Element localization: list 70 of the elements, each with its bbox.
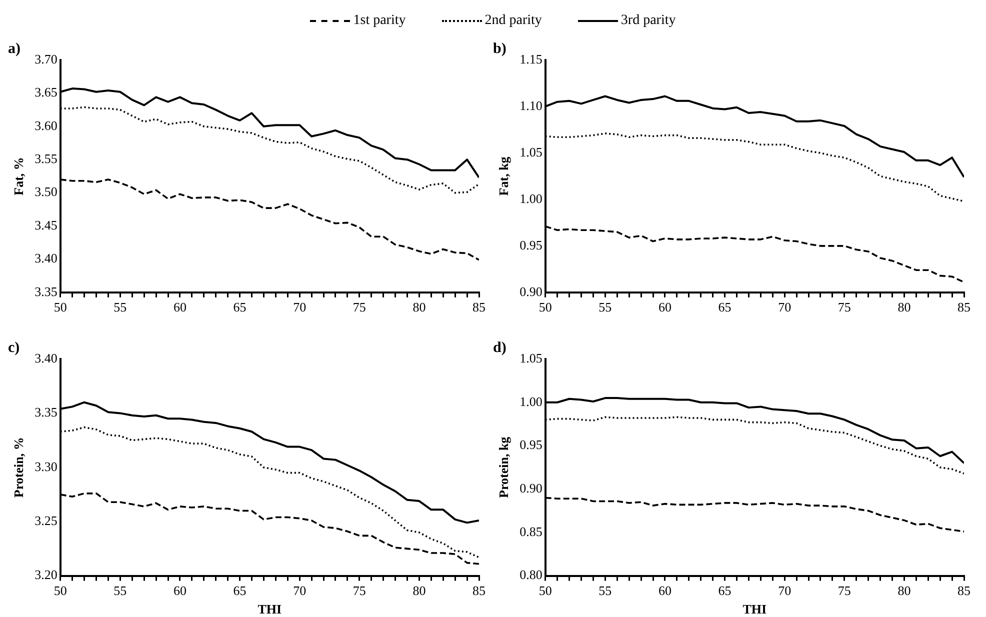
y-tick-label: 3.35 (34, 284, 58, 299)
x-tick-label: 55 (114, 300, 127, 315)
x-tick-label: 85 (958, 300, 970, 315)
y-tick-label: 3.35 (34, 404, 58, 420)
chart-title: a) (8, 40, 20, 57)
x-tick-label: 65 (233, 583, 246, 598)
legend-label: 1st parity (353, 13, 406, 29)
legend-label: 3rd parity (620, 13, 676, 29)
y-axis-title: Protein, % (11, 437, 26, 498)
x-tick-label: 70 (293, 583, 306, 598)
y-tick-label: 0.90 (520, 480, 542, 496)
y-tick-label: 1.00 (520, 394, 542, 409)
y-tick-label: 0.90 (520, 284, 542, 299)
x-tick-label: 60 (173, 300, 186, 315)
x-tick-label: 85 (472, 300, 486, 315)
y-axis-title: Fat, kg (496, 156, 512, 196)
x-tick-label: 55 (598, 300, 612, 315)
x-tick-label: 85 (958, 583, 970, 598)
y-tick-label: 3.45 (34, 217, 58, 232)
y-tick-label: 3.30 (34, 458, 58, 474)
y-tick-label: 0.95 (520, 237, 542, 252)
x-tick-label: 70 (778, 300, 792, 315)
y-tick-label: 1.10 (520, 98, 542, 113)
x-tick-label: 75 (838, 300, 851, 315)
x-tick-label: 85 (472, 583, 486, 598)
y-tick-label: 3.40 (34, 350, 58, 366)
x-tick-label: 70 (778, 583, 792, 598)
y-tick-label: 1.00 (520, 190, 542, 206)
y-tick-label: 3.25 (34, 513, 58, 528)
y-axis-title: Protein, kg (496, 436, 512, 498)
x-axis-title: THI (258, 602, 282, 617)
x-tick-label: 80 (898, 583, 911, 598)
x-tick-label: 50 (54, 583, 67, 598)
x-tick-label: 80 (898, 300, 911, 315)
x-tick-label: 50 (538, 583, 552, 598)
x-tick-label: 65 (718, 583, 732, 598)
y-tick-label: 1.15 (520, 51, 542, 66)
y-tick-label: 3.50 (34, 184, 58, 200)
x-tick-label: 60 (173, 583, 186, 598)
x-axis-title: THI (742, 602, 767, 617)
x-tick-label: 75 (838, 583, 851, 598)
x-tick-label: 70 (293, 300, 306, 315)
x-tick-label: 65 (718, 300, 732, 315)
y-tick-label: 1.05 (520, 350, 542, 366)
x-tick-label: 55 (598, 583, 612, 598)
x-tick-label: 60 (658, 300, 672, 315)
x-tick-label: 50 (538, 300, 552, 315)
x-tick-label: 60 (658, 583, 672, 598)
y-tick-label: 1.05 (520, 144, 542, 160)
x-tick-label: 50 (54, 300, 67, 315)
legend-label: 2nd parity (484, 13, 542, 29)
y-tick-label: 3.65 (34, 84, 58, 100)
y-tick-label: 0.80 (520, 567, 542, 582)
y-tick-label: 3.60 (34, 118, 58, 133)
y-axis-title: Fat, % (11, 157, 26, 196)
y-tick-label: 3.70 (34, 51, 58, 66)
chart-title: c) (8, 340, 20, 356)
y-tick-label: 0.85 (520, 524, 542, 539)
x-tick-label: 65 (233, 300, 246, 315)
x-tick-label: 55 (114, 583, 127, 598)
x-tick-label: 80 (412, 583, 426, 598)
y-tick-label: 3.40 (34, 250, 58, 266)
y-tick-label: 0.95 (520, 437, 542, 452)
chart-title: b) (493, 40, 506, 57)
chart-title: d) (493, 340, 506, 356)
y-tick-label: 3.20 (34, 567, 58, 582)
x-tick-label: 75 (352, 583, 366, 598)
y-tick-label: 3.55 (34, 151, 58, 166)
x-tick-label: 80 (412, 300, 426, 315)
x-tick-label: 75 (352, 300, 366, 315)
